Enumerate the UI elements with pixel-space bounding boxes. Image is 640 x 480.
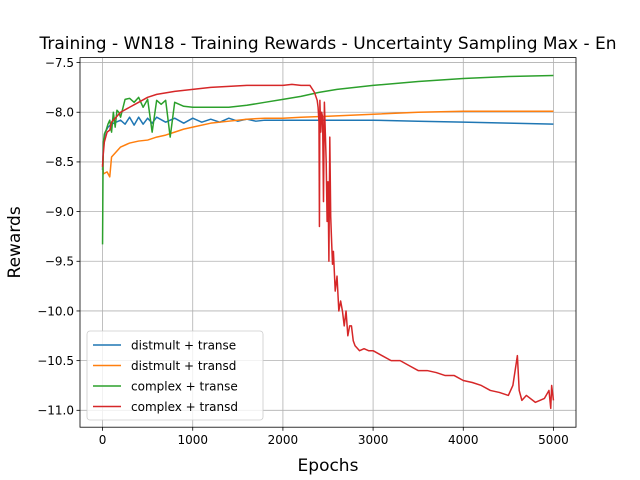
y-axis-label: Rewards xyxy=(5,206,25,278)
legend-label: distmult + transd xyxy=(131,359,236,373)
legend-box xyxy=(86,330,264,421)
legend: distmult + transe distmult + transd comple… xyxy=(86,330,264,421)
legend-label: distmult + transe xyxy=(131,338,236,352)
y-tick-label: −9.5 xyxy=(45,255,74,269)
y-tick-label: −8.0 xyxy=(45,106,74,120)
x-tick-label: 3000 xyxy=(358,433,389,447)
y-tick-label: −8.5 xyxy=(45,155,74,169)
x-tick-label: 0 xyxy=(99,433,107,447)
legend-label: complex + transd xyxy=(131,400,238,414)
axis-ticks: 0 1000 2000 3000 4000 5000 −7.5 −8.0 −8.5 −9.0 −9.… xyxy=(37,56,569,447)
x-tick-label: 4000 xyxy=(448,433,479,447)
x-axis-label: Epochs xyxy=(298,456,359,476)
y-tick-label: −11.0 xyxy=(37,404,74,418)
plot-area-frame xyxy=(79,57,577,428)
legend-label: complex + transe xyxy=(131,379,238,393)
x-tick-label: 2000 xyxy=(268,433,299,447)
y-tick-label: −9.0 xyxy=(45,205,74,219)
y-tick-label: −10.0 xyxy=(37,304,74,318)
y-tick-label: −7.5 xyxy=(45,56,74,70)
series-lines xyxy=(101,74,555,410)
series-line-3 xyxy=(101,83,555,410)
y-tick-label: −10.5 xyxy=(37,354,74,368)
x-tick-label: 5000 xyxy=(538,433,569,447)
series-line-1 xyxy=(101,110,554,178)
chart-title: Training - WN18 - Training Rewards - Unc… xyxy=(38,34,616,54)
x-tick-label: 1000 xyxy=(177,433,208,447)
